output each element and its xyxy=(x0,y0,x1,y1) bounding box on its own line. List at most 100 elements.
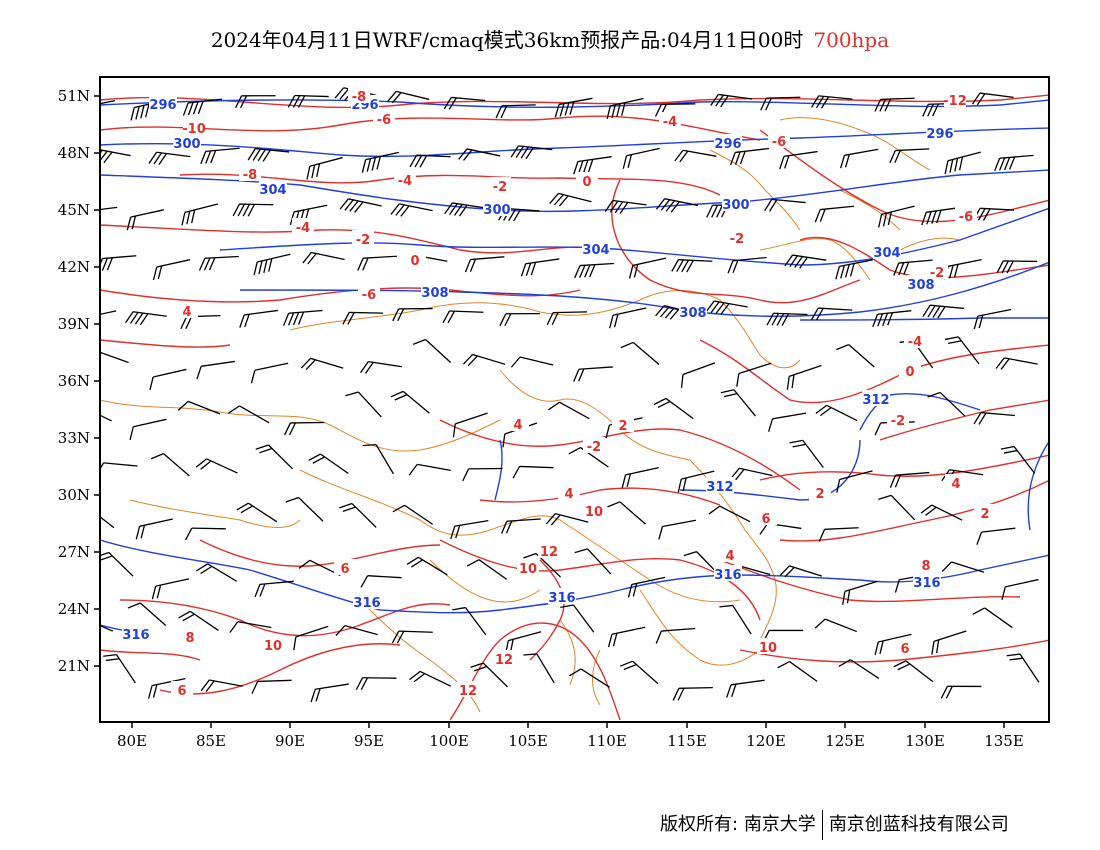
contour-label-bg xyxy=(173,134,201,150)
geopotential-label: 308 xyxy=(907,278,934,293)
contour-label-bg xyxy=(757,638,779,654)
latitude-axis: 51N 48N 45N 42N 39N 36N 33N 30N 27N 24N 21N xyxy=(58,87,100,675)
lon-tick-label: 85E xyxy=(196,732,226,750)
wind-barb-icon xyxy=(655,198,699,213)
wind-barb-icon xyxy=(392,504,434,525)
wind-barb-icon xyxy=(810,307,853,321)
wind-barb-icon xyxy=(604,199,647,214)
geopotential-label: 300 xyxy=(722,198,749,213)
wind-barb-icon xyxy=(545,513,589,526)
wind-barb-icon xyxy=(927,391,966,417)
wind-barb-icon xyxy=(499,312,540,327)
wind-barb-icon xyxy=(147,678,186,699)
wind-barb-icon xyxy=(574,262,614,279)
lon-tick-label: 110E xyxy=(587,732,627,750)
wind-barb-icon xyxy=(760,96,801,111)
wind-barb-icon xyxy=(390,203,433,217)
temperature-label: -2 xyxy=(493,180,507,195)
wind-barb-icon xyxy=(573,156,612,175)
wind-barb-icon xyxy=(835,259,873,280)
temperature-contour xyxy=(879,399,1049,441)
geopotential-label: 300 xyxy=(483,203,510,218)
geopotential-contour xyxy=(100,539,621,614)
temperature-label: 12 xyxy=(540,545,558,560)
wind-barb-icon xyxy=(390,390,430,414)
temperature-label: -4 xyxy=(296,221,310,236)
wind-barb-icon xyxy=(674,149,717,163)
lat-tick-label: 30N xyxy=(58,486,90,504)
geopotential-label: 304 xyxy=(582,243,609,258)
temperature-label: 10 xyxy=(519,562,537,577)
lat-tick-label: 39N xyxy=(58,315,90,333)
geopotential-label: 296 xyxy=(714,137,741,152)
wind-barb-icon xyxy=(512,465,554,479)
contour-label-bg xyxy=(887,411,909,427)
wind-barb-icon xyxy=(229,621,272,633)
wind-barb-icon xyxy=(779,150,818,170)
boundary-line xyxy=(709,149,801,231)
wind-barb-icon xyxy=(151,578,190,600)
temperature-label: -6 xyxy=(362,288,376,303)
lat-tick-label: 24N xyxy=(58,600,90,618)
temperature-label: -6 xyxy=(377,113,391,128)
wind-barb-icon xyxy=(607,501,646,525)
wind-barb-icon xyxy=(945,336,980,365)
wind-barb-icon xyxy=(466,559,508,580)
temperature-label: 2 xyxy=(618,419,627,434)
wind-barb-icon xyxy=(972,207,1015,221)
geopotential-label: 304 xyxy=(873,246,900,261)
temperature-contour xyxy=(699,339,1049,404)
wind-barb-icon xyxy=(971,92,1014,106)
contour-label-bg xyxy=(239,165,261,181)
wind-barb-icon xyxy=(546,311,588,326)
wind-barb-icon xyxy=(779,565,823,578)
contour-label-bg xyxy=(334,559,356,575)
copyright-label: 版权所有: xyxy=(660,814,739,835)
temperature-label: 2 xyxy=(980,507,989,522)
contour-label-bg xyxy=(583,437,605,453)
lat-tick-label: 36N xyxy=(58,372,90,390)
lat-tick-label: 21N xyxy=(58,657,90,675)
wind-barb-icon xyxy=(450,519,489,540)
wind-barb-icon xyxy=(573,366,613,382)
geopotential-label: 316 xyxy=(714,568,741,583)
contour-label-bg xyxy=(722,195,750,211)
contour-label-bg xyxy=(974,504,996,520)
geopotential-contour xyxy=(619,554,1049,591)
wind-barb-icon xyxy=(409,154,451,168)
geopotential-label: 300 xyxy=(173,137,200,152)
wind-barb-icon xyxy=(607,626,646,648)
wind-barb-icon xyxy=(127,602,167,626)
contour-label-bg xyxy=(179,628,201,644)
temperature-label: 0 xyxy=(582,175,591,190)
boundary-line xyxy=(559,619,576,686)
temperature-contour xyxy=(759,454,1049,481)
wind-barb-icon xyxy=(177,400,221,415)
wind-barb-icon xyxy=(818,527,859,542)
contour-label-bg xyxy=(583,502,605,518)
temperature-label: 6 xyxy=(900,642,909,657)
wind-barb-icon xyxy=(100,148,131,164)
temperature-label: 8 xyxy=(185,631,194,646)
contour-label-bg xyxy=(926,124,954,140)
wind-barb-icon xyxy=(574,548,612,575)
lat-tick-label: 45N xyxy=(58,201,90,219)
temperature-label: -12 xyxy=(943,94,967,109)
wind-barb-icon xyxy=(672,686,713,701)
wind-barb-icon xyxy=(838,659,880,680)
wind-barb-icon xyxy=(148,151,191,165)
wind-barb-icon xyxy=(810,95,853,109)
contour-label-bg xyxy=(548,588,576,604)
wind-barb-icon xyxy=(228,405,270,424)
temperature-label: 0 xyxy=(410,254,419,269)
copyright-org-nju: 南京大学 xyxy=(743,814,816,835)
temperature-contour xyxy=(739,639,1049,663)
wind-barb-icon xyxy=(920,504,963,521)
contour-label-bg xyxy=(726,229,748,245)
wind-barb-icon xyxy=(766,312,808,326)
temperature-label: 2 xyxy=(815,487,824,502)
geopotential-contour xyxy=(219,207,1049,266)
contour-label-bg xyxy=(768,132,790,148)
wind-barb-icon xyxy=(129,418,167,440)
contour-label-bg xyxy=(176,302,198,318)
